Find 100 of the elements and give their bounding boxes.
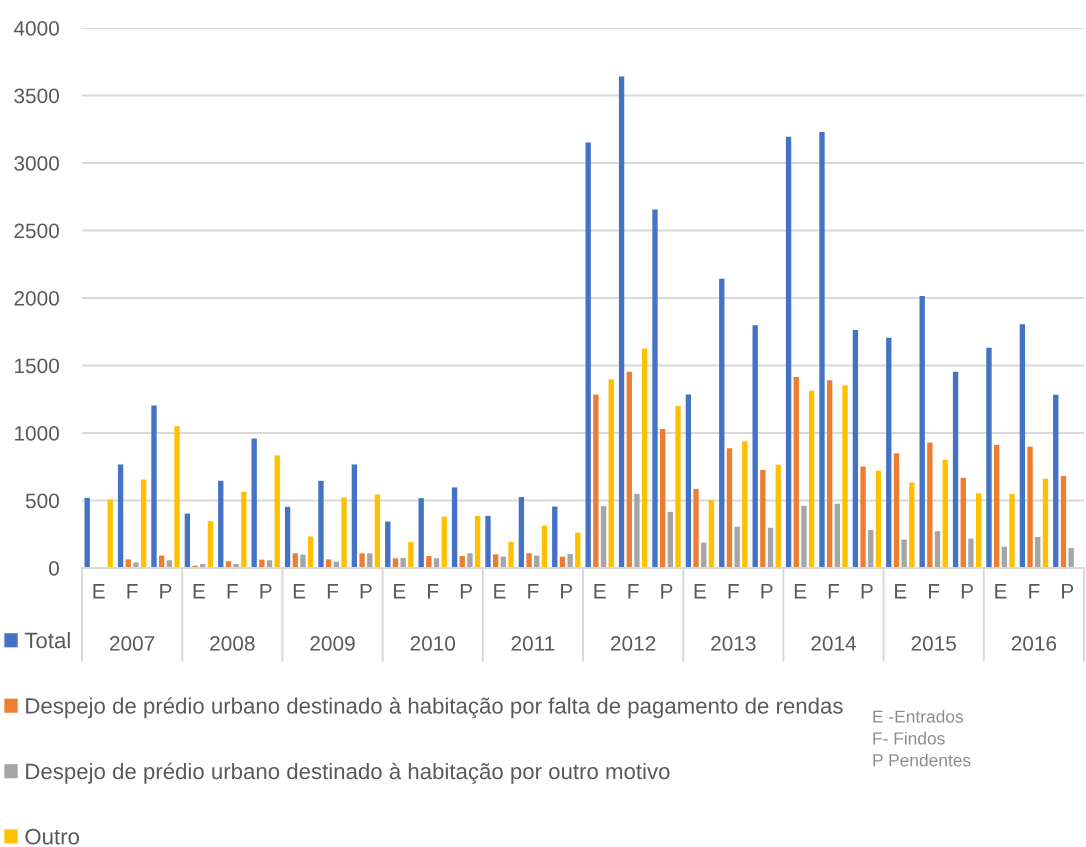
bar	[526, 553, 532, 568]
bar	[852, 329, 859, 568]
bar	[960, 477, 966, 568]
bar	[785, 136, 792, 568]
bar	[274, 455, 280, 568]
x-tick-label: P	[160, 584, 172, 599]
bar	[184, 513, 191, 568]
bar	[919, 296, 925, 568]
bar	[726, 448, 733, 568]
bar	[909, 482, 915, 568]
bar	[341, 497, 347, 568]
text: 2016	[1011, 636, 1057, 651]
bar	[585, 142, 591, 568]
bar	[575, 532, 581, 568]
bar	[1053, 394, 1059, 568]
y-tick-label: 3500	[14, 88, 59, 104]
bar	[1060, 476, 1067, 568]
y-tick-label: 2500	[14, 223, 59, 239]
bar	[251, 438, 257, 568]
bar	[418, 498, 424, 568]
bar	[474, 515, 481, 568]
bar	[968, 538, 974, 568]
bar	[868, 530, 874, 568]
bar	[218, 480, 224, 568]
text: 2012	[610, 636, 656, 651]
x-tick-label: F	[327, 584, 339, 599]
legend-label: Total	[24, 632, 70, 649]
bar	[659, 428, 666, 568]
bar	[934, 531, 941, 568]
bar	[767, 527, 774, 568]
x-tick-label: E	[895, 584, 907, 599]
legend-label: Despejo de prédio urbano destinado à habitação por falta de pagamento de rendas	[26, 697, 843, 719]
text: 2007	[109, 636, 155, 651]
bar	[685, 394, 692, 568]
x-tick-label: F	[528, 584, 539, 599]
bar	[351, 464, 358, 568]
x-tick-label: P	[961, 584, 973, 599]
bar	[1009, 493, 1015, 568]
x-tick-label: E	[293, 584, 306, 599]
bar	[842, 385, 848, 568]
bar	[207, 521, 214, 568]
bar	[374, 494, 381, 568]
x-tick-label: P	[1062, 584, 1074, 599]
bar	[719, 278, 725, 568]
text: 2009	[310, 636, 355, 651]
bar	[801, 505, 807, 568]
x-tick-label: F	[929, 584, 940, 599]
bar	[927, 442, 933, 568]
bar	[259, 559, 265, 568]
bar	[742, 441, 748, 568]
bar	[819, 132, 825, 568]
bar	[400, 558, 406, 568]
y-tick-label: 500	[25, 493, 59, 509]
text: E -Entrados F- Findos P Pendentes	[873, 710, 971, 767]
y-tick-label: 0	[49, 561, 59, 576]
bar	[600, 506, 607, 568]
bar	[775, 464, 781, 568]
bar	[975, 493, 982, 568]
bar	[140, 479, 147, 568]
text: 2010	[410, 636, 456, 651]
bar	[608, 379, 614, 568]
bar	[752, 325, 758, 568]
bar	[300, 554, 306, 568]
bar	[993, 444, 1000, 568]
bar	[84, 497, 90, 568]
x-tick-label: E	[494, 584, 506, 599]
y-tick-label: 1000	[15, 426, 59, 441]
text: 2014	[811, 636, 857, 651]
bar	[359, 553, 365, 568]
bar	[667, 511, 674, 568]
bar	[708, 500, 715, 568]
bar	[634, 493, 640, 568]
bar	[567, 553, 573, 568]
y-tick-label: 4000	[13, 21, 59, 36]
x-tick-label: E	[594, 584, 606, 599]
bar	[174, 426, 180, 568]
bar	[508, 541, 514, 568]
x-tick-label: P	[360, 584, 372, 599]
bar	[241, 491, 247, 568]
x-tick-label: E	[694, 584, 706, 599]
x-tick-label: E	[93, 584, 105, 599]
bar	[860, 466, 866, 568]
bar	[734, 526, 740, 568]
bar	[318, 480, 324, 568]
bar	[952, 371, 959, 568]
text: 2013	[711, 636, 756, 651]
x-tick-label: P	[661, 584, 673, 599]
text: 2011	[511, 636, 555, 651]
x-tick-label: E	[394, 584, 406, 599]
bar	[626, 371, 632, 568]
bar	[760, 469, 766, 568]
x-tick-label: F	[428, 584, 439, 599]
x-tick-label: E	[794, 584, 807, 599]
bar	[151, 405, 157, 568]
y-tick-label: 3000	[14, 156, 59, 171]
x-tick-label: P	[561, 584, 573, 599]
bar	[901, 539, 907, 568]
bar	[1027, 446, 1033, 568]
bar	[886, 337, 892, 568]
bar	[893, 453, 900, 568]
